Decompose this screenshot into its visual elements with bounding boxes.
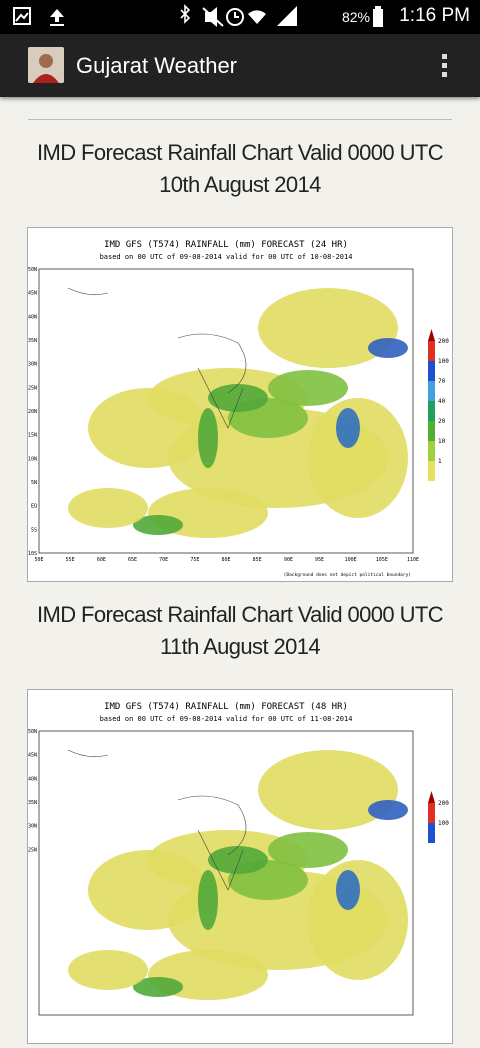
longitude-label: 95E xyxy=(315,557,324,563)
longitude-label: 70E xyxy=(159,557,168,563)
rain-area xyxy=(68,950,148,990)
latitude-label: 15N xyxy=(28,433,37,439)
notification-icons xyxy=(13,7,64,26)
longitude-label: 100E xyxy=(345,557,357,563)
latitude-label: 50N xyxy=(28,267,37,273)
legend-swatch xyxy=(428,441,435,461)
legend-swatch xyxy=(428,803,435,823)
longitude-label: 90E xyxy=(284,557,293,563)
forecast-chart-image[interactable]: IMD GFS (T574) RAINFALL (mm) FORECAST (4… xyxy=(27,689,453,1044)
latitude-label: 30N xyxy=(28,362,37,368)
legend-label: 1 xyxy=(438,458,442,465)
forecast-map: IMD GFS (T574) RAINFALL (mm) FORECAST (2… xyxy=(28,240,449,578)
legend-label: 100 xyxy=(438,820,449,827)
rain-area xyxy=(208,846,268,874)
legend-swatch xyxy=(428,381,435,401)
clock: 1:16 PM xyxy=(399,5,470,26)
legend-arrow xyxy=(428,791,435,803)
overflow-menu[interactable] xyxy=(442,54,447,81)
legend-label: 40 xyxy=(438,398,446,405)
rain-area xyxy=(198,408,218,468)
rain-area xyxy=(368,338,408,358)
latitude-label: 45N xyxy=(28,291,37,297)
legend-swatch xyxy=(428,401,435,421)
legend-label: 100 xyxy=(438,358,449,365)
battery-icon xyxy=(373,6,383,27)
latitude-label: 5S xyxy=(31,527,37,533)
post-heading: IMD Forecast Rainfall Chart Valid 0000 U… xyxy=(37,602,444,659)
legend-label: 200 xyxy=(438,800,449,807)
map-title: IMD GFS (T574) RAINFALL (mm) FORECAST (2… xyxy=(104,240,348,250)
post-heading: IMD Forecast Rainfall Chart Valid 0000 U… xyxy=(37,140,444,197)
longitude-label: 55E xyxy=(66,557,75,563)
legend-swatch xyxy=(428,823,435,843)
latitude-label: 30N xyxy=(28,824,37,830)
rain-area xyxy=(133,515,183,535)
rain-area xyxy=(268,832,348,868)
rain-area xyxy=(68,488,148,528)
rain-area xyxy=(308,860,408,980)
latitude-label: 45N xyxy=(28,753,37,759)
forecast-chart-image[interactable]: IMD GFS (T574) RAINFALL (mm) FORECAST (2… xyxy=(27,227,453,582)
latitude-label: 35N xyxy=(28,338,37,344)
latitude-label: 25N xyxy=(28,847,37,853)
battery-level: 82% xyxy=(341,9,370,25)
legend-label: 20 xyxy=(438,418,446,425)
latitude-label: 10N xyxy=(28,456,37,462)
system-icons xyxy=(180,4,297,27)
legend-label: 70 xyxy=(438,378,446,385)
latitude-label: 40N xyxy=(28,776,37,782)
longitude-label: 105E xyxy=(376,557,388,563)
coastline xyxy=(67,287,247,429)
longitude-label: 75E xyxy=(190,557,199,563)
rain-area xyxy=(336,408,360,448)
rain-area xyxy=(308,398,408,518)
latitude-label: 50N xyxy=(28,729,37,735)
legend-swatch xyxy=(428,421,435,441)
rain-area xyxy=(258,288,398,368)
longitude-label: 60E xyxy=(97,557,106,563)
rain-area xyxy=(268,370,348,406)
longitude-label: 65E xyxy=(128,557,137,563)
rain-area xyxy=(258,750,398,830)
legend-swatch xyxy=(428,341,435,361)
legend-swatch xyxy=(428,461,435,481)
rain-area xyxy=(368,800,408,820)
latitude-label: 40N xyxy=(28,314,37,320)
map-title: IMD GFS (T574) RAINFALL (mm) FORECAST (4… xyxy=(104,702,348,712)
rain-area xyxy=(208,384,268,412)
divider xyxy=(28,119,452,120)
map-subtitle: based on 00 UTC of 09-08-2014 valid for … xyxy=(100,253,353,261)
map-subtitle: based on 00 UTC of 09-08-2014 valid for … xyxy=(100,715,353,723)
rain-area xyxy=(198,870,218,930)
legend-swatch xyxy=(428,361,435,381)
latitude-label: 25N xyxy=(28,385,37,391)
app-title: Gujarat Weather xyxy=(76,53,238,78)
latitude-label: 10S xyxy=(28,551,37,557)
rain-area xyxy=(336,870,360,910)
legend-label: 10 xyxy=(438,438,446,445)
latitude-label: EQ xyxy=(31,504,37,510)
longitude-label: 85E xyxy=(253,557,262,563)
longitude-label: 50E xyxy=(34,557,43,563)
forecast-map: IMD GFS (T574) RAINFALL (mm) FORECAST (4… xyxy=(28,702,449,1016)
latitude-label: 5N xyxy=(31,480,37,486)
app-bar: Gujarat Weather xyxy=(0,34,480,97)
legend-arrow xyxy=(428,329,435,341)
app-icon[interactable] xyxy=(28,47,64,83)
latitude-label: 35N xyxy=(28,800,37,806)
longitude-label: 110E xyxy=(407,557,419,563)
latitude-label: 20N xyxy=(28,409,37,415)
map-note: (Background does not depict political bo… xyxy=(284,572,411,578)
longitude-label: 80E xyxy=(221,557,230,563)
status-bar: 82% 1:16 PM xyxy=(0,0,480,34)
legend-label: 200 xyxy=(438,338,449,345)
